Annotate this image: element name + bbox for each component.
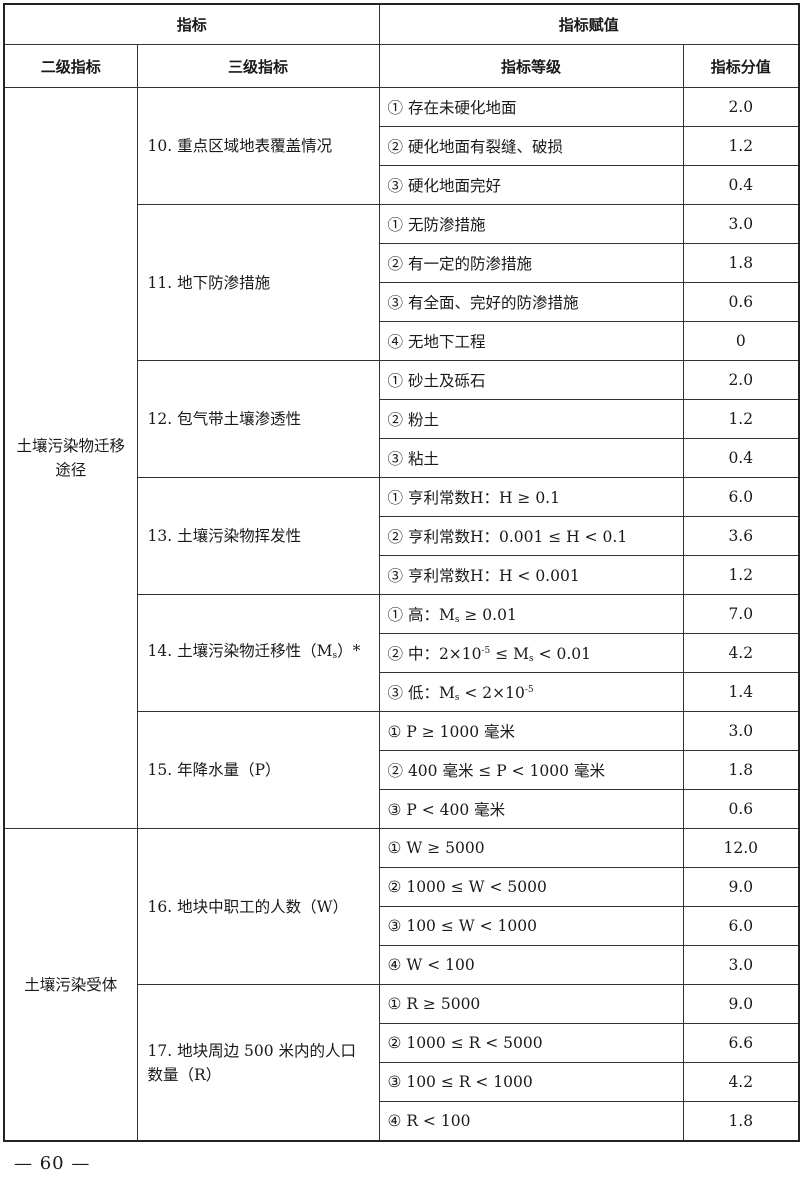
score-cell: 3.0 [682,204,800,244]
grade-cell: ③ 粘土 [378,438,684,478]
grade-cell: ② 400 毫米 ≤ P < 1000 毫米 [378,750,684,790]
score-cell: 0.4 [682,165,800,205]
score-cell: 12.0 [682,828,800,868]
level3-indicator: 14. 土壤污染物迁移性（Ms）* [136,594,380,712]
score-cell: 4.2 [682,633,800,673]
grade-cell: ① 亨利常数H：H ≥ 0.1 [378,477,684,517]
header-level2: 二级指标 [3,44,138,88]
level2-indicator: 土壤污染受体 [3,828,138,1142]
level3-indicator: 11. 地下防渗措施 [136,204,380,361]
level3-indicator: 13. 土壤污染物挥发性 [136,477,380,595]
table-row: ③ 100 ≤ W < 1000 6.0 [4,906,800,946]
score-cell: 0 [682,321,800,361]
score-cell: 9.0 [682,867,800,907]
grade-cell: ③ 有全面、完好的防渗措施 [378,282,684,322]
score-cell: 7.0 [682,594,800,634]
grade-cell: ④ 无地下工程 [378,321,684,361]
score-cell: 4.2 [682,1062,800,1102]
level3-indicator: 17. 地块周边 500 米内的人口数量（R） [136,984,380,1142]
table-row: 15. 年降水量（P） ① P ≥ 1000 毫米 3.0 [4,711,800,829]
grade-cell: ③ 硬化地面完好 [378,165,684,205]
grade-cell: ② 1000 ≤ R < 5000 [378,1023,684,1063]
score-cell: 6.6 [682,1023,800,1063]
score-cell: 1.8 [682,750,800,790]
table-row: ③ 100 ≤ R < 1000 4.2 [4,1062,800,1102]
level3-indicator: 12. 包气带土壤渗透性 [136,360,380,478]
header-row-1: 指标 指标赋值 [3,3,800,45]
header-score: 指标分值 [682,44,800,88]
score-cell: 1.2 [682,399,800,439]
header-row-2: 二级指标 三级指标 指标等级 指标分值 [3,44,800,88]
grade-cell: ③ 100 ≤ R < 1000 [378,1062,684,1102]
grade-cell: ② 有一定的防渗措施 [378,243,684,283]
table-row: ④ 无地下工程 0 [4,321,800,361]
score-cell: 3.0 [682,945,800,985]
grade-cell: ③ 亨利常数H：H < 0.001 [378,555,684,595]
table-row: 土壤污染受体 16. 地块中职工的人数（W） ① W ≥ 5000 12.0 [3,828,800,1142]
table-row: ② 400 毫米 ≤ P < 1000 毫米 1.8 [4,750,800,790]
grade-cell: ③ 100 ≤ W < 1000 [378,906,684,946]
grade-cell: ① 存在未硬化地面 [378,87,684,127]
table-row: ③ 亨利常数H：H < 0.001 1.2 [4,555,800,595]
score-cell: 1.8 [682,243,800,283]
score-cell: 0.4 [682,438,800,478]
header-grade: 指标等级 [378,44,684,88]
score-cell: 1.2 [682,126,800,166]
score-cell: 9.0 [682,984,800,1024]
table-row: ③ P < 400 毫米 0.6 [4,789,800,829]
grade-cell: ③ P < 400 毫米 [378,789,684,829]
level2-indicator: 土壤污染物迁移途径 [3,87,138,829]
grade-cell: ① R ≥ 5000 [378,984,684,1024]
score-cell: 1.2 [682,555,800,595]
level3-indicator: 10. 重点区域地表覆盖情况 [136,87,380,205]
grade-cell: ② 中：2×10-5 ≤ Ms < 0.01 [378,633,684,673]
table-row: ④ R < 100 1.8 [4,1101,800,1142]
table-row: ② 中：2×10-5 ≤ Ms < 0.01 4.2 [4,633,800,673]
table-row: ② 1000 ≤ W < 5000 9.0 [4,867,800,907]
table-row: ② 有一定的防渗措施 1.8 [4,243,800,283]
page-number: — 60 — [14,1153,91,1174]
score-cell: 2.0 [682,87,800,127]
grade-cell: ② 1000 ≤ W < 5000 [378,867,684,907]
score-cell: 1.4 [682,672,800,712]
grade-cell: ① 无防渗措施 [378,204,684,244]
indicator-table: 指标 指标赋值 二级指标 三级指标 指标等级 指标分值 土壤污染物迁移途径 10.… [3,3,800,1142]
score-cell: 6.0 [682,477,800,517]
table-row: ② 粉土 1.2 [4,399,800,439]
grade-cell: ① 高：Ms ≥ 0.01 [378,594,684,634]
header-indicator: 指标 [3,3,380,45]
grade-cell: ④ R < 100 [378,1101,684,1142]
table-row: ③ 硬化地面完好 0.4 [4,165,800,205]
grade-cell: ④ W < 100 [378,945,684,985]
score-cell: 1.8 [682,1101,800,1142]
score-cell: 0.6 [682,789,800,829]
table-row: ③ 有全面、完好的防渗措施 0.6 [4,282,800,322]
grade-cell: ② 硬化地面有裂缝、破损 [378,126,684,166]
table-row: 11. 地下防渗措施 ① 无防渗措施 3.0 [4,204,800,361]
grade-cell: ① P ≥ 1000 毫米 [378,711,684,751]
grade-cell: ② 粉土 [378,399,684,439]
score-cell: 0.6 [682,282,800,322]
table-row: 土壤污染物迁移途径 10. 重点区域地表覆盖情况 ① 存在未硬化地面 2.0 [3,87,800,829]
table-row: 17. 地块周边 500 米内的人口数量（R） ① R ≥ 5000 9.0 [4,984,800,1142]
grade-cell: ② 亨利常数H：0.001 ≤ H < 0.1 [378,516,684,556]
score-cell: 3.6 [682,516,800,556]
table-row: ③ 粘土 0.4 [4,438,800,478]
header-level3: 三级指标 [136,44,380,88]
score-cell: 2.0 [682,360,800,400]
table-row: ② 硬化地面有裂缝、破损 1.2 [4,126,800,166]
level3-indicator: 15. 年降水量（P） [136,711,380,829]
score-cell: 6.0 [682,906,800,946]
grade-cell: ① 砂土及砾石 [378,360,684,400]
level3-indicator: 16. 地块中职工的人数（W） [136,828,380,985]
score-cell: 3.0 [682,711,800,751]
header-assignment: 指标赋值 [378,3,800,45]
grade-cell: ③ 低：Ms < 2×10-5 [378,672,684,712]
grade-cell: ① W ≥ 5000 [378,828,684,868]
